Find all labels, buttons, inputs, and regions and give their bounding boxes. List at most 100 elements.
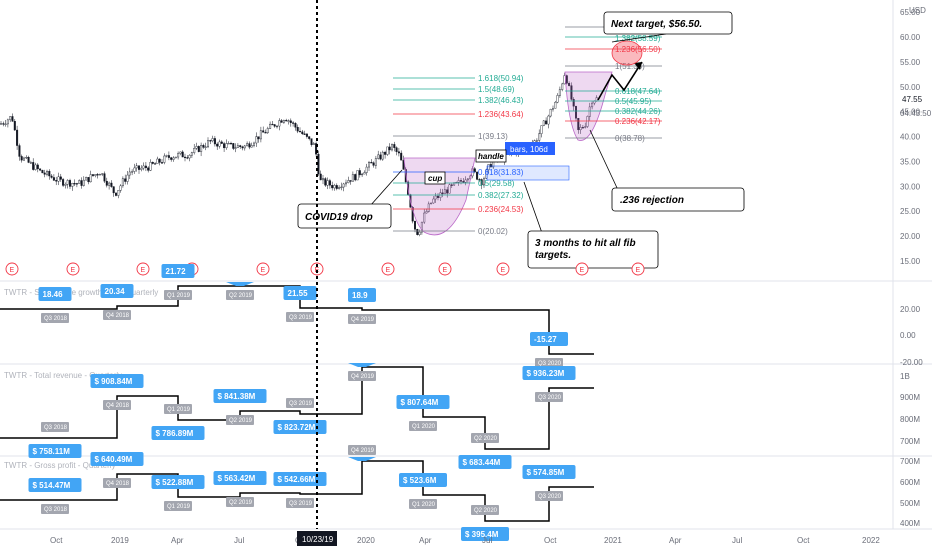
candle-body: [156, 158, 159, 164]
candle-body: [549, 108, 552, 117]
value-badge[interactable]: [273, 420, 327, 434]
candle-body: [16, 129, 19, 146]
candle-body: [432, 198, 435, 204]
crosshair-date-label: 10/23/19: [302, 535, 334, 544]
time-tick-label: Jul: [482, 536, 492, 545]
earnings-marker[interactable]: [631, 262, 645, 276]
candle-body: [78, 180, 81, 184]
candle-body: [91, 174, 94, 176]
candle-body: [335, 185, 338, 189]
collapsed-badge[interactable]: [226, 282, 254, 286]
earnings-marker-label: E: [443, 267, 448, 274]
value-badge[interactable]: [399, 473, 447, 487]
value-badge[interactable]: [100, 284, 134, 298]
quarter-tag-label: Q3 2019: [289, 401, 313, 407]
value-badge[interactable]: [151, 475, 205, 489]
candle-body: [411, 207, 414, 222]
gross-profit-panel[interactable]: TWTR - Gross profit - Quarterly 700M 600M 5…: [0, 445, 920, 541]
value-badge[interactable]: [151, 426, 205, 440]
callout-next-target[interactable]: Next target, $56.50.: [603, 11, 733, 43]
candle-body: [310, 138, 313, 145]
value-badge[interactable]: [90, 452, 144, 466]
candle-body: [204, 146, 207, 148]
candle-body: [193, 148, 196, 153]
fib-retracement-lower[interactable]: 1.618(50.94) 1.5(48.69) 1.382(46.43) 1.236(…: [393, 74, 524, 236]
time-tick-label: Apr: [419, 536, 432, 545]
step-line: [0, 366, 594, 450]
value-badge[interactable]: [348, 288, 376, 302]
label-handle[interactable]: handle: [475, 149, 507, 163]
projection-path[interactable]: [597, 61, 643, 101]
earnings-marker[interactable]: [256, 262, 270, 276]
candle-body: [257, 136, 260, 140]
quarter-tag: [471, 505, 499, 515]
countdown-label: 04:43:50: [900, 109, 932, 118]
quarter-tag: [41, 313, 69, 323]
callout-three-months[interactable]: 3 months to hit all fib targets.: [523, 181, 659, 269]
earnings-markers[interactable]: EEEEEEEEEEE: [5, 262, 645, 276]
price-tick-label: 30.00: [900, 182, 921, 191]
candle-body: [131, 171, 134, 173]
cup-shape-2[interactable]: [564, 71, 613, 141]
label-cup[interactable]: cup: [424, 171, 446, 185]
candle-body: [248, 143, 251, 148]
candle-body: [165, 155, 168, 157]
value-badge[interactable]: [530, 332, 568, 346]
quarter-tag-label: Q2 2019: [229, 418, 253, 424]
callout-covid[interactable]: COVID19 drop: [297, 169, 403, 229]
value-badge[interactable]: [283, 286, 317, 300]
time-tick-label: 2019: [111, 536, 129, 545]
collapsed-badge[interactable]: [348, 457, 376, 461]
fib-level-label: 1(39.13): [478, 132, 508, 141]
value-badge[interactable]: [28, 444, 82, 458]
panel-tick-label: 600M: [900, 478, 920, 487]
panel-tick-label: 20.00: [900, 305, 921, 314]
growth-rate-panel[interactable]: TWTR - Sustainable growth rate - Quarter…: [0, 264, 923, 368]
value-badge[interactable]: [396, 395, 450, 409]
earnings-marker[interactable]: [310, 262, 324, 276]
value-badge[interactable]: [38, 287, 72, 301]
value-badge[interactable]: [28, 478, 82, 492]
candle-body: [381, 151, 384, 160]
candle-body: [476, 171, 479, 180]
callout-next-target-text: Next target, $56.50.: [611, 19, 702, 30]
date-range-box[interactable]: [486, 165, 570, 181]
quarter-tag: [348, 314, 376, 324]
currency-label[interactable]: USD: [909, 6, 926, 15]
value-badge[interactable]: [273, 472, 327, 486]
earnings-marker[interactable]: [381, 262, 395, 276]
candle-body: [0, 123, 2, 125]
candle-body: [345, 182, 348, 185]
earnings-marker[interactable]: [496, 262, 510, 276]
callout-rejection[interactable]: .236 rejection: [589, 129, 745, 212]
fib-level-label: 1.236(56.50): [615, 45, 661, 54]
value-badge[interactable]: [522, 465, 576, 479]
revenue-panel[interactable]: TWTR - Total revenue - Quarterly 1B 900M 80…: [0, 363, 920, 469]
earnings-marker[interactable]: [66, 262, 80, 276]
value-badge[interactable]: [90, 374, 144, 388]
quarter-tag-label: Q3 2020: [538, 361, 562, 367]
earnings-marker[interactable]: [136, 262, 150, 276]
value-badge[interactable]: [213, 389, 267, 403]
quarter-tag-label: Q3 2019: [289, 501, 313, 507]
earnings-marker[interactable]: [438, 262, 452, 276]
candle-body: [75, 183, 78, 185]
value-badge[interactable]: [458, 455, 512, 469]
candle-body: [48, 170, 51, 177]
target-highlight[interactable]: [611, 40, 643, 66]
candle-body: [315, 143, 318, 155]
price-axis[interactable]: 65.00 60.00 55.00 50.00 45.00 40.00 35.00 30.00…: [900, 8, 921, 266]
price-tick-label: 55.00: [900, 58, 921, 67]
value-badge[interactable]: [522, 366, 576, 380]
value-badge[interactable]: [461, 527, 509, 541]
value-badge[interactable]: [213, 471, 267, 485]
earnings-marker[interactable]: [575, 262, 589, 276]
time-tick-label: Oct: [50, 536, 63, 545]
value-badge[interactable]: [161, 264, 195, 278]
earnings-marker[interactable]: [5, 262, 19, 276]
candle-body: [542, 120, 545, 126]
collapsed-badge[interactable]: [348, 363, 376, 367]
value-badge-label: $ 758.11M: [33, 447, 71, 456]
candle-body: [117, 190, 120, 196]
